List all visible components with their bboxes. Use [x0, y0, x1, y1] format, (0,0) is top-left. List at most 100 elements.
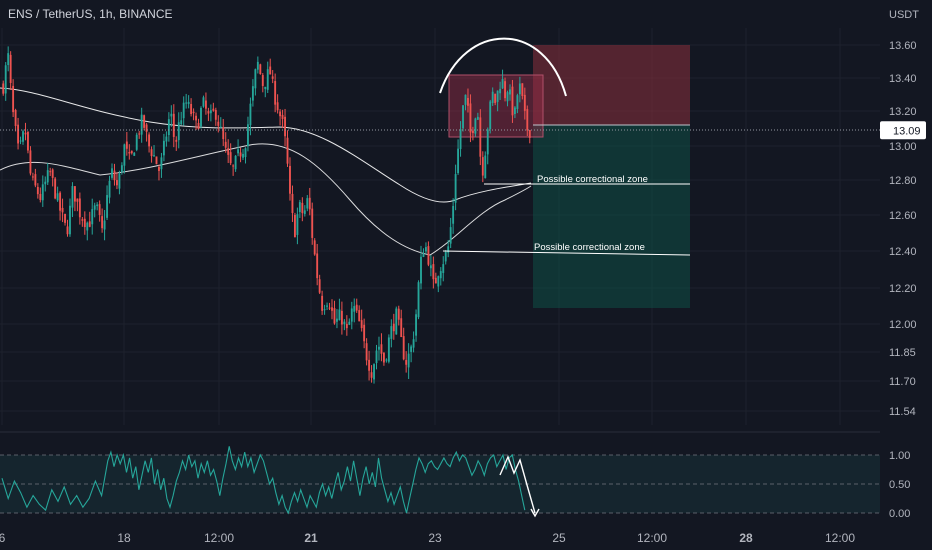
price-tick-label-11: 11.54	[889, 406, 916, 418]
candle-80	[200, 106, 202, 129]
candle-155	[385, 358, 388, 363]
candle-51	[128, 144, 131, 160]
candle-body-8	[22, 131, 24, 142]
candle-body-212	[526, 109, 529, 131]
candle-body-93	[232, 165, 235, 167]
candle-45	[113, 163, 116, 186]
candle-body-87	[217, 121, 220, 126]
candle-169	[420, 245, 422, 290]
candle-90	[224, 132, 227, 153]
current-price-label: 13.09	[893, 125, 921, 137]
candle-body-102	[254, 69, 257, 89]
price-tick-label-3: 13.00	[889, 141, 917, 153]
candle-body-60	[150, 149, 153, 157]
candle-199	[494, 93, 497, 106]
candle-33	[83, 211, 86, 235]
candle-159	[395, 306, 398, 335]
candle-73	[182, 96, 185, 126]
candle-205	[509, 84, 511, 101]
candle-body-70	[175, 139, 178, 142]
candle-body-74	[185, 102, 188, 104]
candle-58	[145, 122, 148, 142]
candle-body-159	[395, 308, 398, 335]
price-tick-label-4: 12.80	[889, 175, 917, 187]
candle-body-211	[523, 94, 526, 111]
candle-62	[155, 156, 158, 165]
drawings	[0, 37, 880, 256]
candle-body-128	[318, 279, 321, 293]
candle-body-133	[331, 307, 333, 311]
candle-140	[348, 318, 351, 326]
price-tick-label-10: 11.70	[889, 376, 916, 388]
candle-body-187	[464, 94, 467, 105]
candle-body-75	[187, 101, 190, 105]
candle-130	[323, 304, 326, 315]
candle-74	[185, 93, 188, 109]
candle-191	[474, 117, 477, 137]
candle-body-122	[303, 210, 306, 214]
candle-body-5	[14, 110, 17, 127]
candle-209	[518, 76, 521, 103]
candle-body-2	[7, 53, 10, 66]
candle-body-181	[449, 227, 452, 244]
candle-89	[222, 118, 225, 146]
candle-16	[41, 175, 44, 207]
price-tick-label-2: 13.20	[889, 106, 917, 118]
candle-144	[358, 305, 361, 322]
candle-body-41	[103, 220, 106, 230]
candle-body-213	[528, 129, 531, 138]
candle-143	[355, 298, 358, 313]
candle-128	[318, 274, 321, 295]
candle-body-68	[170, 113, 173, 117]
candle-147	[365, 338, 368, 366]
candle-body-66	[165, 136, 168, 142]
candle-7	[19, 136, 22, 145]
time-axis[interactable]: 6 18 12:00 21 23 25 12:00 28 12:00	[0, 531, 855, 545]
candle-body-188	[467, 97, 469, 106]
candle-body-81	[202, 97, 205, 107]
candle-193	[479, 109, 482, 166]
candle-body-196	[486, 129, 489, 155]
candle-body-118	[293, 214, 296, 238]
candle-186	[462, 105, 464, 132]
candle-101	[251, 79, 254, 107]
candle-body-16	[41, 184, 44, 201]
candle-107	[266, 61, 269, 94]
candle-5	[14, 108, 17, 132]
candle-184	[457, 139, 460, 175]
candle-69	[172, 104, 175, 148]
candle-body-34	[86, 222, 89, 231]
candle-body-56	[140, 114, 143, 135]
candle-body-110	[274, 81, 277, 105]
price-tick-label-0: 13.60	[889, 40, 917, 52]
ma-slow-line	[0, 143, 532, 256]
candle-body-112	[279, 111, 282, 117]
candle-21	[54, 176, 57, 200]
candle-body-27	[69, 205, 71, 235]
candle-body-36	[91, 209, 94, 225]
candle-148	[368, 350, 371, 381]
candle-116	[289, 157, 291, 201]
candle-43	[108, 175, 111, 204]
candle-197	[489, 99, 492, 134]
candle-198	[491, 87, 494, 106]
candle-body-117	[291, 193, 294, 214]
oscillator-tick-label-1: 0.50	[889, 479, 910, 491]
candle-body-139	[345, 323, 348, 329]
price-axis[interactable]: 13.60 13.40 13.20 13.00 12.80 12.60 12.40 12.20…	[880, 40, 926, 520]
candle-23	[59, 191, 62, 221]
candle-body-198	[491, 91, 494, 103]
candle-body-173	[429, 265, 432, 269]
candle-body-168	[417, 282, 420, 318]
candle-body-200	[496, 90, 499, 102]
candle-213	[528, 129, 531, 144]
candle-61	[153, 145, 155, 157]
candle-196	[486, 127, 489, 165]
symbol-title[interactable]: ENS / TetherUS, 1h, BINANCE	[8, 7, 173, 21]
candle-body-29	[73, 186, 76, 202]
candle-100	[249, 97, 252, 136]
candle-body-129	[321, 295, 324, 311]
candle-body-79	[197, 122, 200, 130]
candle-body-59	[148, 134, 151, 147]
